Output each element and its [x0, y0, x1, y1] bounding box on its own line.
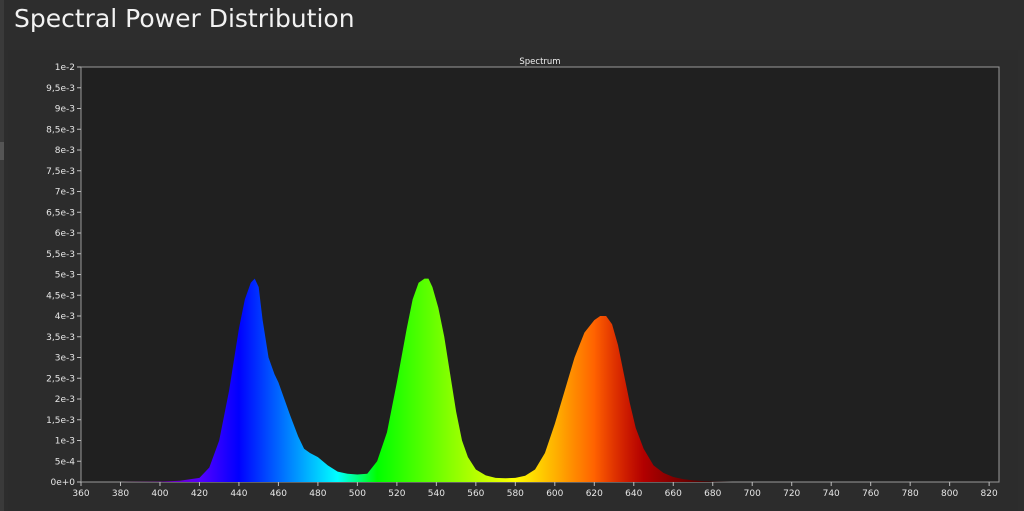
x-tick-label: 500 — [349, 489, 366, 499]
y-tick-label: 1,5e-3 — [46, 416, 75, 426]
page-title: Spectral Power Distribution — [14, 4, 355, 33]
y-tick-label: 5e-3 — [55, 271, 75, 281]
x-tick-label: 400 — [151, 489, 168, 499]
y-tick-label: 1e-2 — [55, 63, 75, 73]
x-tick-label: 520 — [388, 489, 405, 499]
x-tick-label: 440 — [230, 489, 247, 499]
y-tick-label: 2,5e-3 — [46, 374, 75, 384]
y-tick-label: 7,5e-3 — [46, 167, 75, 177]
window-left-edge — [0, 0, 4, 511]
y-tick-label: 3e-3 — [55, 354, 75, 364]
y-tick-label: 5e-4 — [55, 457, 76, 467]
x-tick-label: 560 — [467, 489, 484, 499]
spectrum-area-0 — [120, 278, 990, 482]
y-tick-label: 1e-3 — [55, 437, 75, 447]
x-tick-label: 380 — [112, 489, 129, 499]
y-tick-label: 5,5e-3 — [46, 250, 75, 260]
y-tick-label: 4,5e-3 — [46, 291, 75, 301]
y-tick-label: 6,5e-3 — [46, 208, 75, 218]
y-tick-label: 3,5e-3 — [46, 333, 75, 343]
plot-area — [80, 66, 1000, 483]
x-tick-label: 820 — [981, 489, 998, 499]
x-tick-label: 420 — [191, 489, 208, 499]
y-tick-label: 8e-3 — [55, 146, 75, 156]
x-tick-label: 700 — [744, 489, 761, 499]
y-tick-label: 6e-3 — [55, 229, 75, 239]
chart-title: Spectrum — [519, 57, 560, 67]
x-tick-label: 780 — [902, 489, 919, 499]
y-tick-label: 8,5e-3 — [46, 125, 75, 135]
x-tick-label: 740 — [823, 489, 840, 499]
x-tick-label: 680 — [704, 489, 721, 499]
x-tick-label: 640 — [625, 489, 642, 499]
x-tick-label: 720 — [783, 489, 800, 499]
y-tick-label: 4e-3 — [55, 312, 75, 322]
x-tick-label: 360 — [72, 489, 89, 499]
x-tick-label: 480 — [309, 489, 326, 499]
y-tick-label: 0e+0 — [50, 478, 75, 488]
x-tick-label: 580 — [507, 489, 524, 499]
y-tick-label: 9e-3 — [55, 105, 75, 115]
x-tick-label: 540 — [428, 489, 445, 499]
x-tick-label: 660 — [665, 489, 682, 499]
window-resize-handle[interactable] — [0, 142, 4, 160]
x-tick-label: 760 — [862, 489, 879, 499]
y-tick-label: 2e-3 — [55, 395, 75, 405]
y-tick-label: 9,5e-3 — [46, 84, 75, 94]
y-tick-label: 7e-3 — [55, 188, 75, 198]
x-tick-label: 600 — [546, 489, 563, 499]
x-tick-label: 460 — [270, 489, 287, 499]
x-tick-label: 800 — [941, 489, 958, 499]
x-tick-label: 620 — [586, 489, 603, 499]
